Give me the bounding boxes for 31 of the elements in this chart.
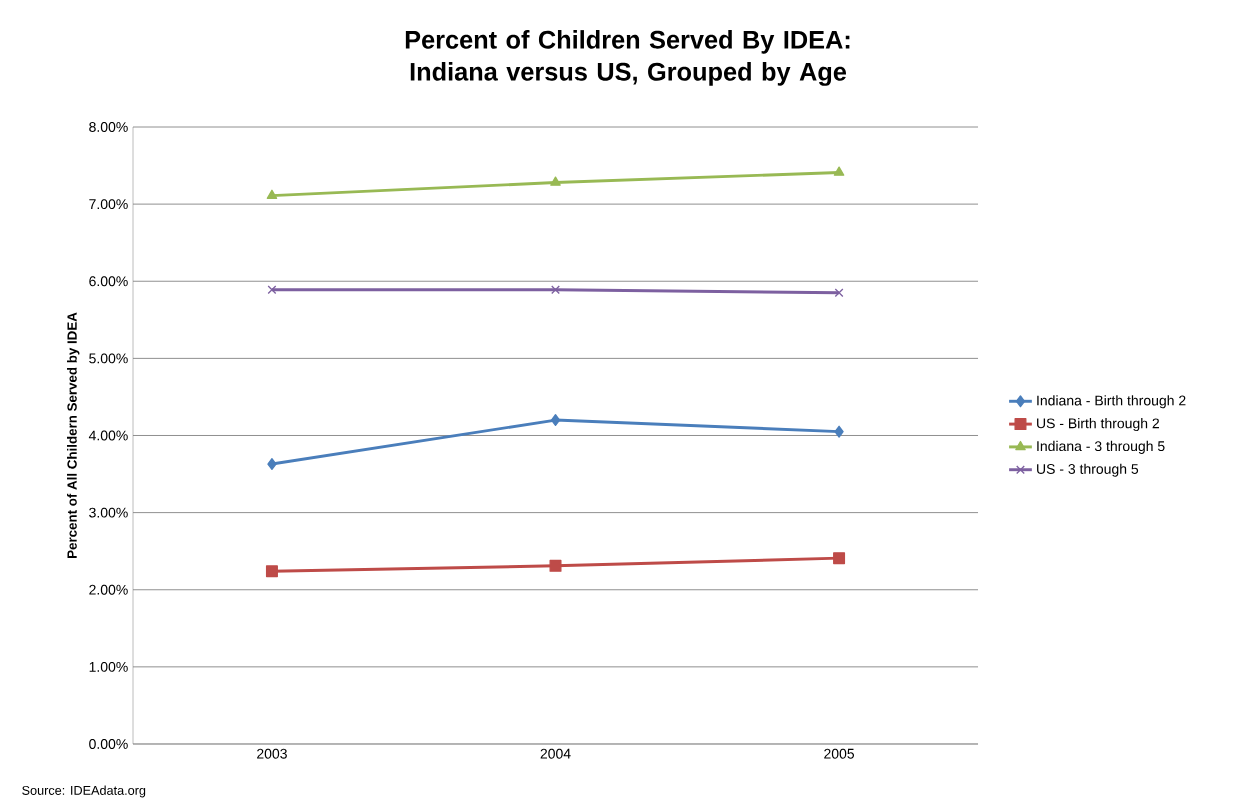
point [834,288,844,298]
point [550,176,561,186]
point [267,285,277,295]
point [833,552,846,565]
point [550,414,561,427]
y-axis-title: Percent of All Childern Served by IDEA [67,312,80,558]
point [266,189,278,199]
point [834,425,844,438]
x-tick-label: 2003 [257,748,287,759]
point [551,285,560,295]
y-tick-label: 1.00% [89,661,128,672]
legend-label: Indiana - 3 through 5 [1037,440,1165,454]
legend-label: Indiana - Birth through 2 [1037,395,1186,409]
point [267,458,277,471]
y-tick-label: 7.00% [89,199,128,210]
y-tick-label: 3.00% [89,507,128,518]
y-tick-label: 8.00% [89,122,128,132]
legend-label: US - Birth through 2 [1037,418,1159,432]
y-tick-label: 4.00% [88,430,128,441]
legend-label: US - 3 through 5 [1037,463,1139,477]
y-tick-label: 0.00% [89,739,128,749]
point [549,559,562,572]
source-note: Source: IDEAdata.org [22,785,146,798]
point [833,166,845,176]
y-tick-label: 2.00% [89,584,128,595]
chart-title: Percent of Children Served By IDEA: Indiana versus US, Grouped by Age [405,30,850,86]
x-tick-label: 2004 [540,748,571,759]
y-tick-label: 6.00% [89,276,128,287]
point [265,565,278,578]
y-tick-label: 5.00% [89,353,128,364]
x-tick-label: 2005 [824,748,855,759]
